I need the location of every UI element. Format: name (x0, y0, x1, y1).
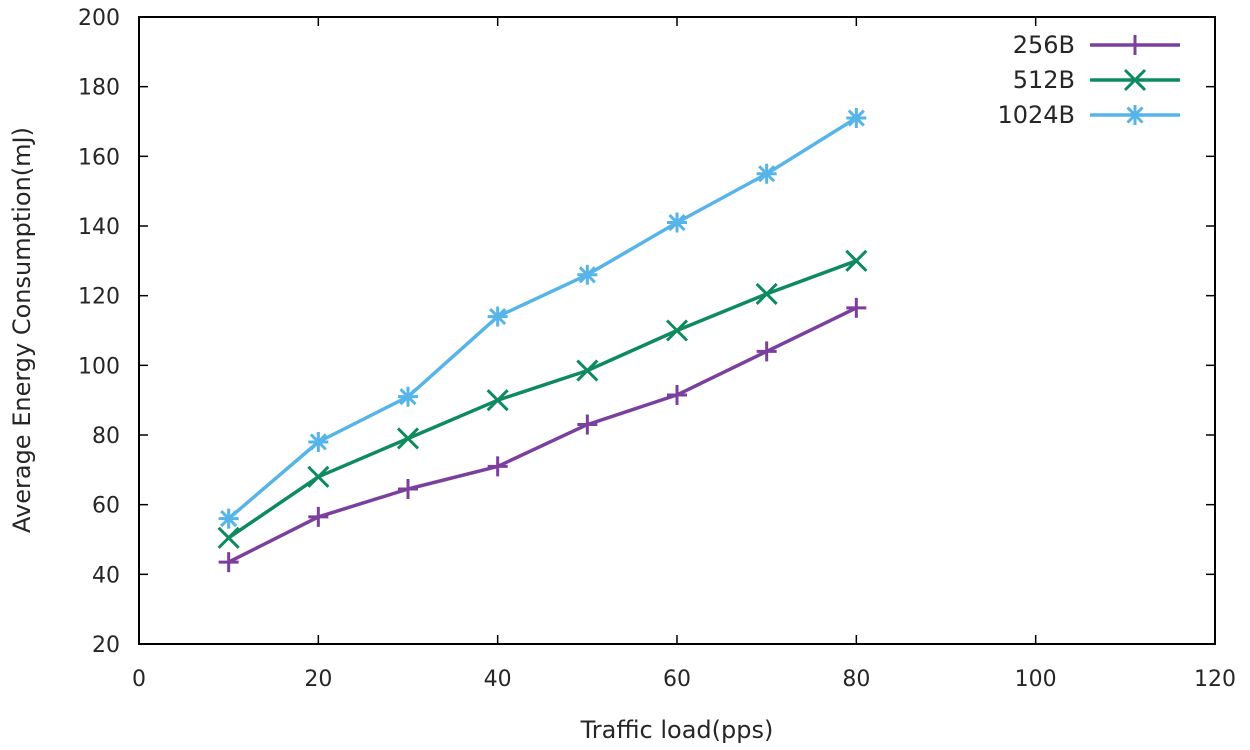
y-tick-label: 100 (78, 354, 120, 379)
x-tick-label: 80 (842, 667, 870, 692)
data-point-256B (756, 341, 777, 362)
legend-label-512B: 512B (1013, 66, 1075, 94)
x-tick-label: 120 (1194, 667, 1236, 692)
y-tick-label: 200 (78, 6, 120, 31)
data-point-1024B (218, 508, 239, 529)
y-tick-label: 60 (92, 494, 120, 519)
data-point-1024B (667, 212, 687, 233)
data-point-1024B (577, 264, 598, 285)
data-point-256B (398, 478, 418, 499)
y-tick-label: 20 (92, 633, 120, 658)
x-tick-label: 100 (1015, 667, 1057, 692)
y-tick-label: 80 (92, 424, 120, 449)
series-512B (217, 249, 868, 549)
series-1024B (218, 108, 867, 529)
data-point-1024B (756, 163, 777, 184)
y-axis-title: Average Energy Consumption(mJ) (8, 127, 36, 533)
data-point-256B (667, 384, 687, 405)
data-point-512B (845, 249, 868, 272)
data-point-1024B (398, 386, 418, 407)
y-tick-label: 40 (92, 563, 120, 588)
x-axis-title: Traffic load(pps) (580, 716, 774, 744)
data-point-512B (576, 359, 599, 382)
y-tick-label: 120 (78, 285, 120, 310)
x-tick-label: 0 (132, 667, 146, 692)
series-line-1024B (227, 116, 858, 520)
x-tick-label: 20 (304, 667, 332, 692)
x-tick-label: 40 (484, 667, 512, 692)
data-point-1024B (487, 306, 508, 327)
legend-label-1024B: 1024B (997, 101, 1075, 129)
data-point-512B (217, 526, 240, 549)
data-point-256B (308, 506, 329, 527)
data-point-512B (486, 389, 509, 412)
series-line-256B (227, 306, 858, 564)
y-tick-label: 140 (78, 215, 120, 240)
legend-marker-256B (1125, 35, 1145, 55)
legend-label-256B: 256B (1013, 31, 1075, 59)
data-point-256B (846, 297, 867, 318)
y-tick-label: 180 (78, 76, 120, 101)
legend-marker-1024B (1125, 105, 1145, 125)
data-point-256B (577, 414, 598, 435)
data-point-256B (218, 552, 239, 573)
legend: 256B 512B 1024B (997, 31, 1180, 129)
legend-marker-512B (1123, 68, 1147, 92)
series-256B (218, 297, 867, 573)
data-point-512B (307, 465, 330, 488)
data-point-1024B (308, 431, 329, 452)
data-point-256B (487, 456, 508, 477)
data-point-512B (396, 427, 420, 450)
data-point-1024B (846, 108, 867, 129)
data-point-512B (755, 282, 778, 305)
data-point-512B (665, 319, 689, 342)
x-tick-label: 60 (663, 667, 691, 692)
series-line-512B (227, 259, 857, 540)
y-tick-label: 160 (78, 145, 120, 170)
